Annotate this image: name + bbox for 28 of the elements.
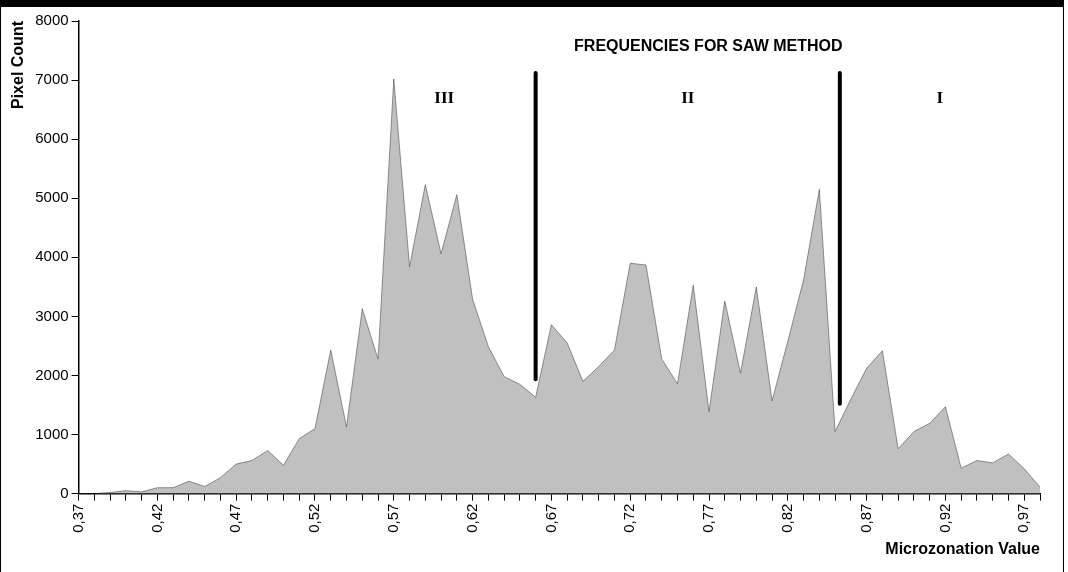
x-tick-label: 0,42 — [147, 503, 165, 533]
x-tick-label: 0,82 — [777, 503, 795, 533]
annotation: I — [936, 88, 944, 108]
y-tick-label: 7000 — [35, 70, 69, 88]
x-tick-label: 0,87 — [856, 503, 874, 533]
y-tick-label: 6000 — [35, 129, 69, 147]
x-tick-label: 0,57 — [383, 503, 401, 533]
y-tick-label: 8000 — [35, 11, 69, 29]
y-tick-label: 0 — [60, 483, 69, 501]
x-tick-label: 0,67 — [541, 503, 559, 533]
y-tick-label: 1000 — [35, 424, 69, 442]
x-tick-label: 0,92 — [935, 503, 953, 533]
x-axis-title: Microzonation Value — [885, 539, 1041, 557]
x-tick-label: 0,62 — [462, 503, 480, 533]
y-tick-label: 2000 — [35, 365, 69, 383]
y-tick-label: 5000 — [35, 188, 69, 206]
x-tick-label: 0,52 — [305, 503, 323, 533]
x-tick-label: 0,72 — [620, 503, 638, 533]
annotation: II — [681, 88, 695, 108]
y-axis-title: Pixel Count — [9, 20, 27, 110]
x-tick-label: 0,47 — [226, 503, 244, 533]
y-tick-label: 4000 — [35, 247, 69, 265]
x-tick-label: 0,97 — [1014, 503, 1032, 533]
y-tick-label: 3000 — [35, 306, 69, 324]
text: FREQUENCIES FOR SAW METHOD — [574, 37, 843, 55]
x-tick-label: 0,37 — [68, 503, 86, 533]
annotation: III — [434, 88, 455, 108]
x-tick-label: 0,77 — [699, 503, 717, 533]
